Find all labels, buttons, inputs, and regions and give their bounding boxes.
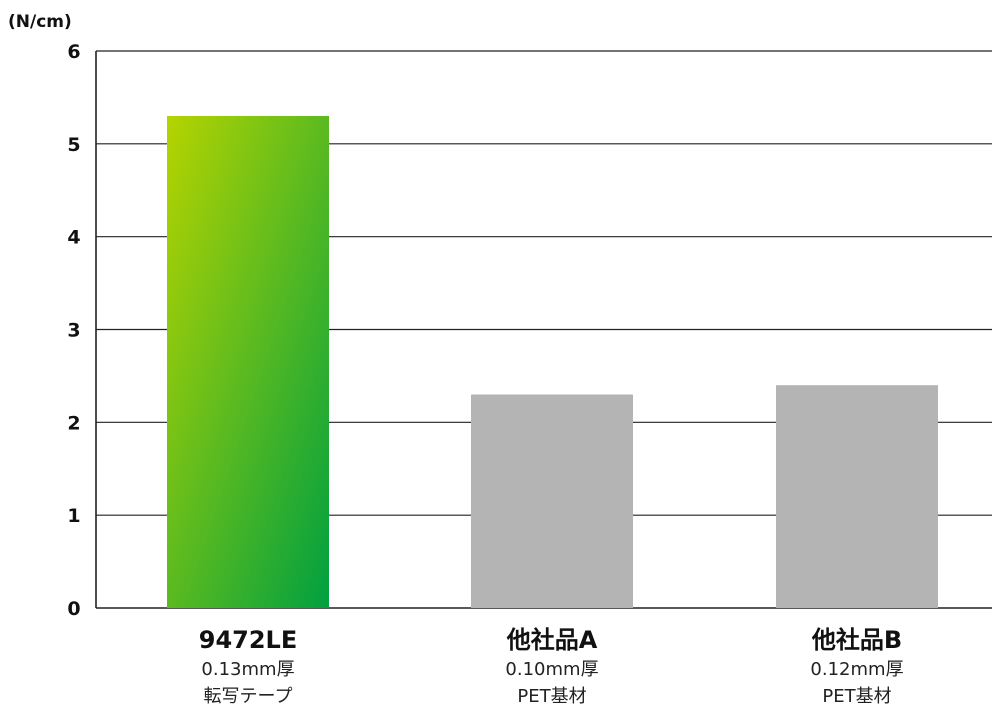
bar-2 [471,394,633,608]
category-label: 他社品A [506,626,598,654]
category-thickness-label: 0.13mm厚 [201,659,294,680]
category-label: 他社品B [811,626,902,654]
category-thickness-label: 0.12mm厚 [810,659,903,680]
category-thickness-label: 0.10mm厚 [505,659,598,680]
y-tick-label: 0 [67,598,80,620]
y-tick-label: 5 [67,134,80,156]
category-type-label: PET基材 [822,686,891,707]
category-label: 9472LE [199,626,297,654]
bars [167,115,938,608]
y-tick-label: 2 [67,412,80,434]
y-tick-label: 6 [67,41,80,63]
y-tick-label: 4 [67,227,80,249]
y-tick-label: 3 [67,320,80,342]
category-type-label: 転写テープ [204,686,293,707]
y-tick-label: 1 [67,505,80,527]
bar-1 [167,115,329,608]
bar-3 [776,385,938,608]
y-axis-label: (N/cm) [8,12,72,32]
category-type-label: PET基材 [517,686,586,707]
